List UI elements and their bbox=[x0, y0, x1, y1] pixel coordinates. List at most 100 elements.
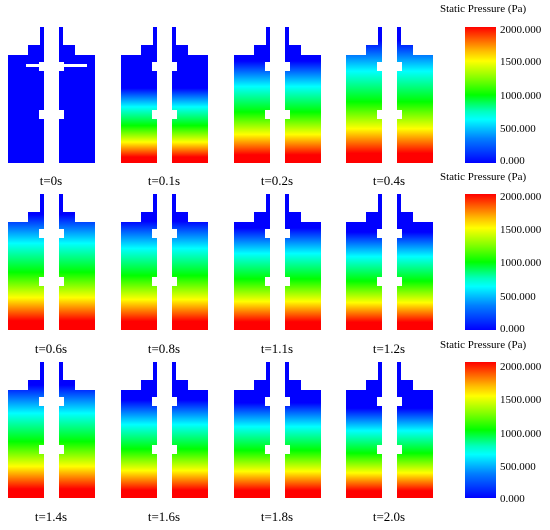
contour-panel-t0.8 bbox=[121, 194, 208, 330]
colorbar-tick-label: 1500.000 bbox=[500, 394, 542, 406]
geometry-block bbox=[377, 445, 402, 454]
geometry-block bbox=[121, 27, 153, 45]
geometry-block bbox=[39, 397, 64, 406]
colorbar-tick-label: 1000.000 bbox=[500, 428, 542, 440]
time-label: t=1.1s bbox=[260, 341, 294, 356]
geometry-block bbox=[152, 229, 177, 238]
geometry-block bbox=[234, 362, 266, 380]
geometry-block bbox=[377, 229, 402, 238]
geometry-block bbox=[382, 362, 397, 498]
colorbar-tick-label: 1000.000 bbox=[500, 257, 542, 269]
geometry-block bbox=[39, 445, 64, 454]
geometry-block bbox=[377, 277, 402, 286]
colorbar bbox=[465, 194, 496, 330]
colorbar-title: Static Pressure (Pa) bbox=[440, 339, 527, 351]
geometry-block bbox=[382, 194, 397, 330]
time-label: t=0.6s bbox=[34, 341, 68, 356]
geometry-block bbox=[8, 362, 40, 380]
time-label: t=0.2s bbox=[260, 173, 294, 188]
contour-panel-t1.2 bbox=[346, 194, 433, 330]
colorbar-tick-label: 500.000 bbox=[500, 291, 536, 303]
colorbar-tick-label: 2000.000 bbox=[500, 24, 542, 36]
geometry-block bbox=[121, 362, 153, 380]
geometry-block bbox=[234, 194, 266, 212]
geometry-block bbox=[401, 362, 433, 380]
colorbar-tick-label: 2000.000 bbox=[500, 191, 542, 203]
colorbar-tick-label: 2000.000 bbox=[500, 361, 542, 373]
geometry-block bbox=[63, 27, 95, 45]
contour-panel-t2.0 bbox=[346, 362, 433, 498]
geometry-block bbox=[301, 380, 321, 390]
geometry-block bbox=[188, 380, 208, 390]
geometry-block bbox=[234, 212, 254, 222]
geometry-block bbox=[75, 212, 95, 222]
contour-panel-t0 bbox=[8, 27, 95, 163]
time-label: t=1.8s bbox=[260, 509, 294, 524]
time-label: t=2.0s bbox=[372, 509, 406, 524]
geometry-block bbox=[39, 229, 64, 238]
geometry-block bbox=[157, 362, 172, 498]
geometry-block bbox=[401, 27, 433, 45]
geometry-block bbox=[234, 45, 254, 55]
geometry-block bbox=[270, 27, 285, 163]
colorbar-tick-label: 0.000 bbox=[500, 323, 525, 335]
geometry-block bbox=[377, 397, 402, 406]
colorbar-tick-label: 0.000 bbox=[500, 155, 525, 167]
colorbar-tick-label: 0.000 bbox=[500, 493, 525, 505]
colorbar-tick-label: 500.000 bbox=[500, 461, 536, 473]
contour-panel-t0.2 bbox=[234, 27, 321, 163]
colorbar-title: Static Pressure (Pa) bbox=[440, 3, 527, 15]
geometry-block bbox=[63, 194, 95, 212]
geometry-block bbox=[265, 397, 290, 406]
colorbar-tick-label: 1500.000 bbox=[500, 56, 542, 68]
geometry-block bbox=[157, 194, 172, 330]
geometry-block bbox=[176, 194, 208, 212]
geometry-block bbox=[377, 62, 402, 71]
geometry-block bbox=[188, 45, 208, 55]
geometry-block bbox=[265, 110, 290, 119]
geometry-block bbox=[382, 27, 397, 163]
geometry-block bbox=[157, 27, 172, 163]
contour-panel-t1.4 bbox=[8, 362, 95, 498]
contour-panel-t0.4 bbox=[346, 27, 433, 163]
geometry-block bbox=[289, 27, 321, 45]
geometry-block bbox=[270, 194, 285, 330]
geometry-block bbox=[289, 362, 321, 380]
contour-panel-t1.6 bbox=[121, 362, 208, 498]
geometry-block bbox=[121, 194, 153, 212]
geometry-block bbox=[346, 45, 366, 55]
contour-panel-t1.8 bbox=[234, 362, 321, 498]
colorbar-tick-label: 1500.000 bbox=[500, 224, 542, 236]
geometry-block bbox=[346, 362, 378, 380]
geometry-block bbox=[152, 110, 177, 119]
geometry-block bbox=[63, 362, 95, 380]
geometry-block bbox=[121, 212, 141, 222]
geometry-block bbox=[8, 212, 28, 222]
geometry-block bbox=[346, 194, 378, 212]
geometry-block bbox=[39, 110, 64, 119]
time-label: t=0.4s bbox=[372, 173, 406, 188]
geometry-block bbox=[121, 380, 141, 390]
geometry-block bbox=[152, 397, 177, 406]
geometry-block bbox=[346, 212, 366, 222]
geometry-block bbox=[75, 45, 95, 55]
geometry-block bbox=[301, 45, 321, 55]
contour-panel-t1.1 bbox=[234, 194, 321, 330]
geometry-block bbox=[44, 362, 59, 498]
time-label: t=0.1s bbox=[147, 173, 181, 188]
geometry-block bbox=[413, 45, 433, 55]
geometry-block bbox=[176, 27, 208, 45]
contour-panel-t0.1 bbox=[121, 27, 208, 163]
geometry-block bbox=[234, 27, 266, 45]
colorbar bbox=[465, 362, 496, 498]
geometry-block bbox=[176, 362, 208, 380]
geometry-block bbox=[289, 194, 321, 212]
geometry-block bbox=[8, 194, 40, 212]
geometry-block bbox=[265, 445, 290, 454]
geometry-block bbox=[301, 212, 321, 222]
geometry-block bbox=[152, 277, 177, 286]
geometry-block bbox=[8, 380, 28, 390]
geometry-block bbox=[44, 194, 59, 330]
geometry-block bbox=[8, 45, 28, 55]
geometry-block bbox=[44, 27, 59, 163]
